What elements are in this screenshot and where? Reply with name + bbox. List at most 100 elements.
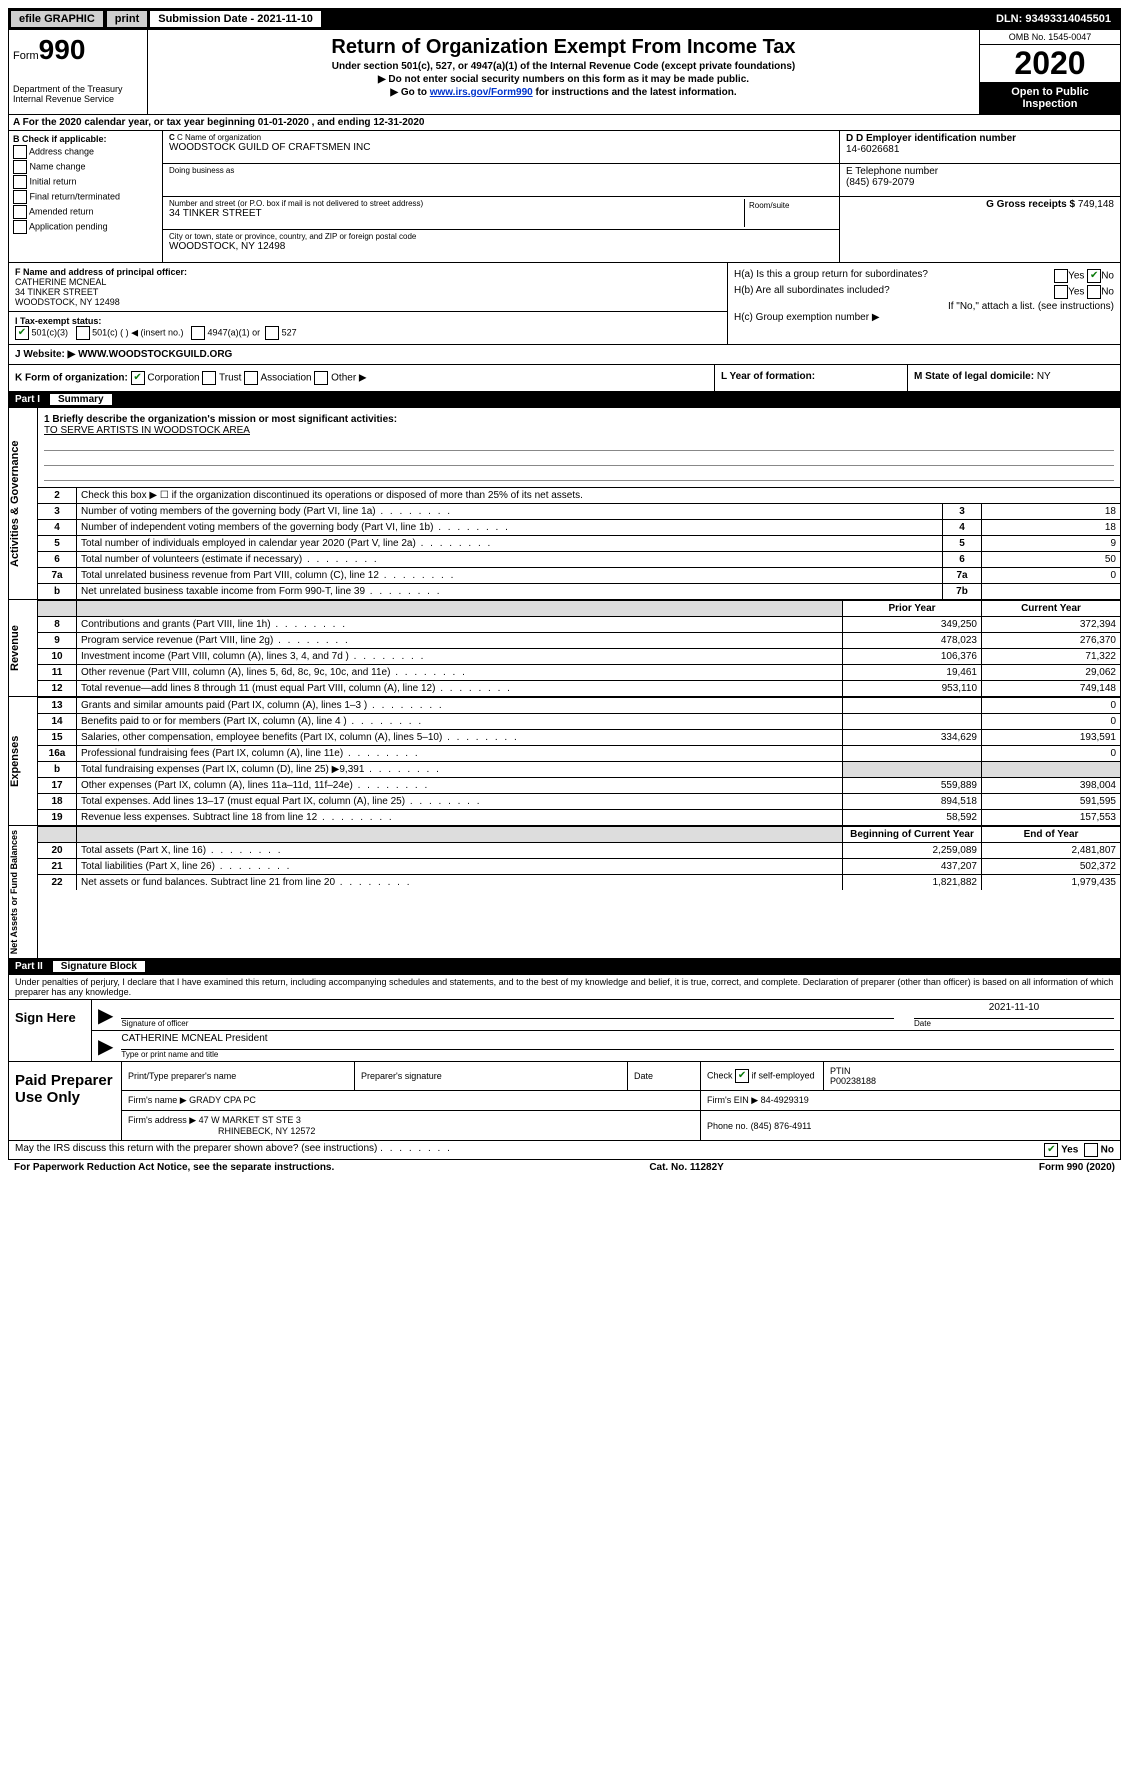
entity-info: B Check if applicable: Address change Na… bbox=[8, 131, 1121, 263]
section-b-label: B Check if applicable: bbox=[13, 134, 107, 144]
signature-section: Under penalties of perjury, I declare th… bbox=[8, 975, 1121, 1141]
hb-label: H(b) Are all subordinates included? bbox=[734, 285, 890, 299]
ptin-cell: PTINP00238188 bbox=[824, 1062, 1121, 1091]
firm-name-cell: Firm's name ▶ GRADY CPA PC bbox=[122, 1091, 701, 1111]
checkbox-hb-yes[interactable] bbox=[1054, 285, 1068, 299]
state-domicile-value: NY bbox=[1037, 371, 1051, 382]
city-state-zip: WOODSTOCK, NY 12498 bbox=[169, 241, 833, 252]
checkbox-final-return[interactable] bbox=[13, 190, 27, 204]
part-2-title: Signature Block bbox=[53, 961, 145, 972]
top-toolbar: efile GRAPHIC print Submission Date - 20… bbox=[8, 8, 1121, 30]
form-number: Form990 bbox=[13, 34, 143, 66]
dba-label: Doing business as bbox=[169, 166, 833, 175]
expenses-tab: Expenses bbox=[9, 697, 38, 825]
form-header: Form990 Department of the Treasury Inter… bbox=[8, 30, 1121, 115]
checkbox-application-pending[interactable] bbox=[13, 220, 27, 234]
perjury-statement: Under penalties of perjury, I declare th… bbox=[9, 975, 1120, 999]
checkbox-hb-no[interactable] bbox=[1087, 285, 1101, 299]
name-arrow-icon: ▶ bbox=[98, 1034, 113, 1059]
checkbox-ha-yes[interactable] bbox=[1054, 269, 1068, 283]
form-footer-label: Form 990 (2020) bbox=[1039, 1162, 1115, 1173]
open-to-public: Open to Public Inspection bbox=[980, 82, 1120, 114]
expenses-section: Expenses 13Grants and similar amounts pa… bbox=[8, 697, 1121, 826]
year-formation-label: L Year of formation: bbox=[721, 371, 815, 382]
irs-link[interactable]: www.irs.gov/Form990 bbox=[430, 87, 533, 98]
state-domicile-label: M State of legal domicile: bbox=[914, 371, 1034, 382]
preparer-sig-label: Preparer's signature bbox=[355, 1062, 628, 1091]
gross-receipts-value: 749,148 bbox=[1078, 199, 1114, 210]
address-label: Number and street (or P.O. box if mail i… bbox=[169, 199, 744, 208]
hc-label: H(c) Group exemption number ▶ bbox=[734, 312, 1114, 323]
summary-section: Activities & Governance 1 Briefly descri… bbox=[8, 408, 1121, 600]
page-footer: For Paperwork Reduction Act Notice, see … bbox=[8, 1160, 1121, 1175]
mission-text: TO SERVE ARTISTS IN WOODSTOCK AREA bbox=[44, 425, 1114, 436]
firm-phone-cell: Phone no. (845) 876-4911 bbox=[701, 1111, 1121, 1141]
checkbox-association[interactable] bbox=[244, 371, 258, 385]
checkbox-discuss-no[interactable] bbox=[1084, 1143, 1098, 1157]
signature-label: Signature of officer bbox=[121, 1019, 894, 1028]
signature-arrow-icon: ▶ bbox=[98, 1003, 113, 1028]
checkbox-trust[interactable] bbox=[202, 371, 216, 385]
checkbox-ha-no[interactable] bbox=[1087, 269, 1101, 283]
activities-table: 2Check this box ▶ ☐ if the organization … bbox=[38, 487, 1120, 599]
discuss-text: May the IRS discuss this return with the… bbox=[15, 1143, 377, 1154]
checkbox-other[interactable] bbox=[314, 371, 328, 385]
name-type-label: Type or print name and title bbox=[121, 1050, 1114, 1059]
street-address: 34 TINKER STREET bbox=[169, 208, 744, 219]
checkbox-501c3[interactable] bbox=[15, 326, 29, 340]
ein-label: D D Employer identification number bbox=[846, 133, 1114, 144]
firm-ein: 84-4929319 bbox=[761, 1095, 809, 1105]
firm-address-cell: Firm's address ▶ 47 W MARKET ST STE 3 RH… bbox=[122, 1111, 701, 1141]
part-1-title: Summary bbox=[50, 394, 112, 405]
catalog-number: Cat. No. 11282Y bbox=[649, 1162, 723, 1173]
checkbox-address-change[interactable] bbox=[13, 145, 27, 159]
form-title: Return of Organization Exempt From Incom… bbox=[152, 36, 975, 59]
officer-signed-name: CATHERINE MCNEAL President bbox=[121, 1033, 1114, 1050]
checkbox-4947[interactable] bbox=[191, 326, 205, 340]
revenue-table: Prior YearCurrent Year8Contributions and… bbox=[38, 600, 1120, 696]
phone-value: (845) 679-2079 bbox=[846, 177, 1114, 188]
firm-ein-cell: Firm's EIN ▶ 84-4929319 bbox=[701, 1091, 1121, 1111]
checkbox-initial-return[interactable] bbox=[13, 175, 27, 189]
website-value: WWW.WOODSTOCKGUILD.ORG bbox=[78, 349, 232, 360]
checkbox-501c[interactable] bbox=[76, 326, 90, 340]
part-2-header: Part II Signature Block bbox=[8, 959, 1121, 975]
self-employed-cell: Check if self-employed bbox=[701, 1062, 824, 1091]
netassets-section: Net Assets or Fund Balances Beginning of… bbox=[8, 826, 1121, 959]
paperwork-notice: For Paperwork Reduction Act Notice, see … bbox=[14, 1162, 334, 1173]
tax-year-range: A For the 2020 calendar year, or tax yea… bbox=[8, 115, 1121, 131]
checkbox-self-employed[interactable] bbox=[735, 1069, 749, 1083]
checkbox-corporation[interactable] bbox=[131, 371, 145, 385]
omb-number: OMB No. 1545-0047 bbox=[980, 30, 1120, 45]
officer-addr1: 34 TINKER STREET bbox=[15, 287, 721, 297]
efile-link[interactable]: efile GRAPHIC bbox=[10, 10, 104, 28]
preparer-date-label: Date bbox=[628, 1062, 701, 1091]
hb-note: If "No," attach a list. (see instruction… bbox=[734, 301, 1114, 312]
room-suite-label: Room/suite bbox=[745, 199, 833, 227]
checkbox-name-change[interactable] bbox=[13, 160, 27, 174]
form-subtitle: Under section 501(c), 527, or 4947(a)(1)… bbox=[152, 61, 975, 72]
checkbox-527[interactable] bbox=[265, 326, 279, 340]
activities-tab: Activities & Governance bbox=[9, 408, 38, 599]
signature-date: 2021-11-10 bbox=[914, 1002, 1114, 1019]
firm-address-1: 47 W MARKET ST STE 3 bbox=[199, 1115, 301, 1125]
firm-address-2: RHINEBECK, NY 12572 bbox=[218, 1126, 315, 1136]
ptin-value: P00238188 bbox=[830, 1076, 876, 1086]
submission-date: Submission Date - 2021-11-10 bbox=[150, 11, 321, 27]
checkbox-amended-return[interactable] bbox=[13, 205, 27, 219]
website-row: J Website: ▶ WWW.WOODSTOCKGUILD.ORG bbox=[8, 345, 1121, 365]
department-label: Department of the Treasury Internal Reve… bbox=[13, 84, 143, 104]
privacy-note: ▶ Do not enter social security numbers o… bbox=[152, 74, 975, 85]
checkbox-discuss-yes[interactable] bbox=[1044, 1143, 1058, 1157]
officer-group-row: F Name and address of principal officer:… bbox=[8, 263, 1121, 345]
org-name-label: C C Name of organization bbox=[169, 133, 833, 142]
firm-name: GRADY CPA PC bbox=[189, 1095, 256, 1105]
mission-label: 1 Briefly describe the organization's mi… bbox=[44, 414, 1114, 425]
city-label: City or town, state or province, country… bbox=[169, 232, 833, 241]
sign-here-label: Sign Here bbox=[9, 1000, 92, 1061]
netassets-tab: Net Assets or Fund Balances bbox=[9, 826, 38, 958]
discuss-row: May the IRS discuss this return with the… bbox=[8, 1141, 1121, 1160]
officer-name: CATHERINE MCNEAL bbox=[15, 277, 721, 287]
date-label: Date bbox=[914, 1019, 1114, 1028]
print-button[interactable]: print bbox=[106, 10, 148, 28]
